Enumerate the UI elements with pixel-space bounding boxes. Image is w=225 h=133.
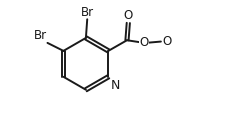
Text: Br: Br [34, 29, 47, 42]
Text: O: O [124, 9, 133, 22]
Text: Br: Br [81, 6, 94, 19]
Text: O: O [140, 36, 149, 49]
Text: O: O [162, 35, 171, 48]
Text: N: N [110, 79, 120, 92]
